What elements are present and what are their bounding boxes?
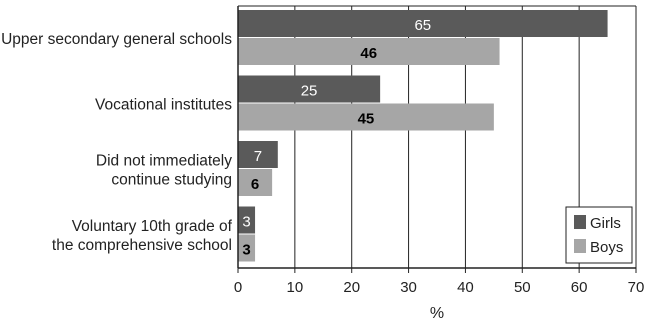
data-label: 65 — [414, 17, 431, 34]
bar-girls — [238, 10, 608, 37]
data-label: 3 — [242, 242, 250, 259]
x-tick-labels: 0 10 20 30 40 50 60 70 — [234, 279, 645, 296]
bar-girls — [238, 75, 381, 103]
category-label: Vocational institutes — [95, 97, 232, 114]
bar-girls — [238, 206, 256, 234]
data-label: 7 — [254, 148, 262, 165]
category-label: Upper secondary general schools — [1, 31, 232, 48]
bar-boys — [238, 103, 494, 131]
legend-label-girls: Girls — [590, 215, 621, 232]
x-tick-label: 50 — [514, 279, 531, 296]
x-tick-label: 10 — [287, 279, 304, 296]
data-label: 25 — [301, 83, 318, 100]
x-tick-label: 30 — [400, 279, 417, 296]
category-label: the comprehensive school — [52, 237, 232, 254]
x-tick-label: 70 — [628, 279, 645, 296]
bar-boys — [238, 169, 273, 196]
bars: 65 46 25 45 7 6 3 3 — [238, 10, 608, 262]
bar-boys — [238, 234, 256, 262]
category-labels: Upper secondary general schools Vocationa… — [1, 31, 233, 254]
legend: Girls Boys — [565, 206, 633, 264]
legend-swatch-boys — [574, 239, 586, 253]
category-label: continue studying — [111, 172, 232, 189]
bar-boys — [238, 38, 500, 65]
legend-label-boys: Boys — [590, 239, 623, 256]
legend-box — [565, 206, 633, 264]
category-label: Voluntary 10th grade of — [72, 218, 233, 235]
plot-frame — [237, 5, 637, 273]
x-tick-label: 20 — [343, 279, 360, 296]
x-tick-label: 60 — [571, 279, 588, 296]
data-label: 6 — [251, 176, 259, 193]
x-tick-label: 0 — [234, 279, 242, 296]
legend-swatch-girls — [574, 215, 586, 229]
x-axis-label: % — [430, 305, 444, 322]
bar-girls — [238, 141, 278, 168]
data-label: 3 — [242, 214, 250, 231]
category-label: Did not immediately — [96, 153, 232, 170]
x-tick-label: 40 — [457, 279, 474, 296]
data-label: 45 — [358, 111, 375, 128]
data-label: 46 — [360, 45, 377, 62]
